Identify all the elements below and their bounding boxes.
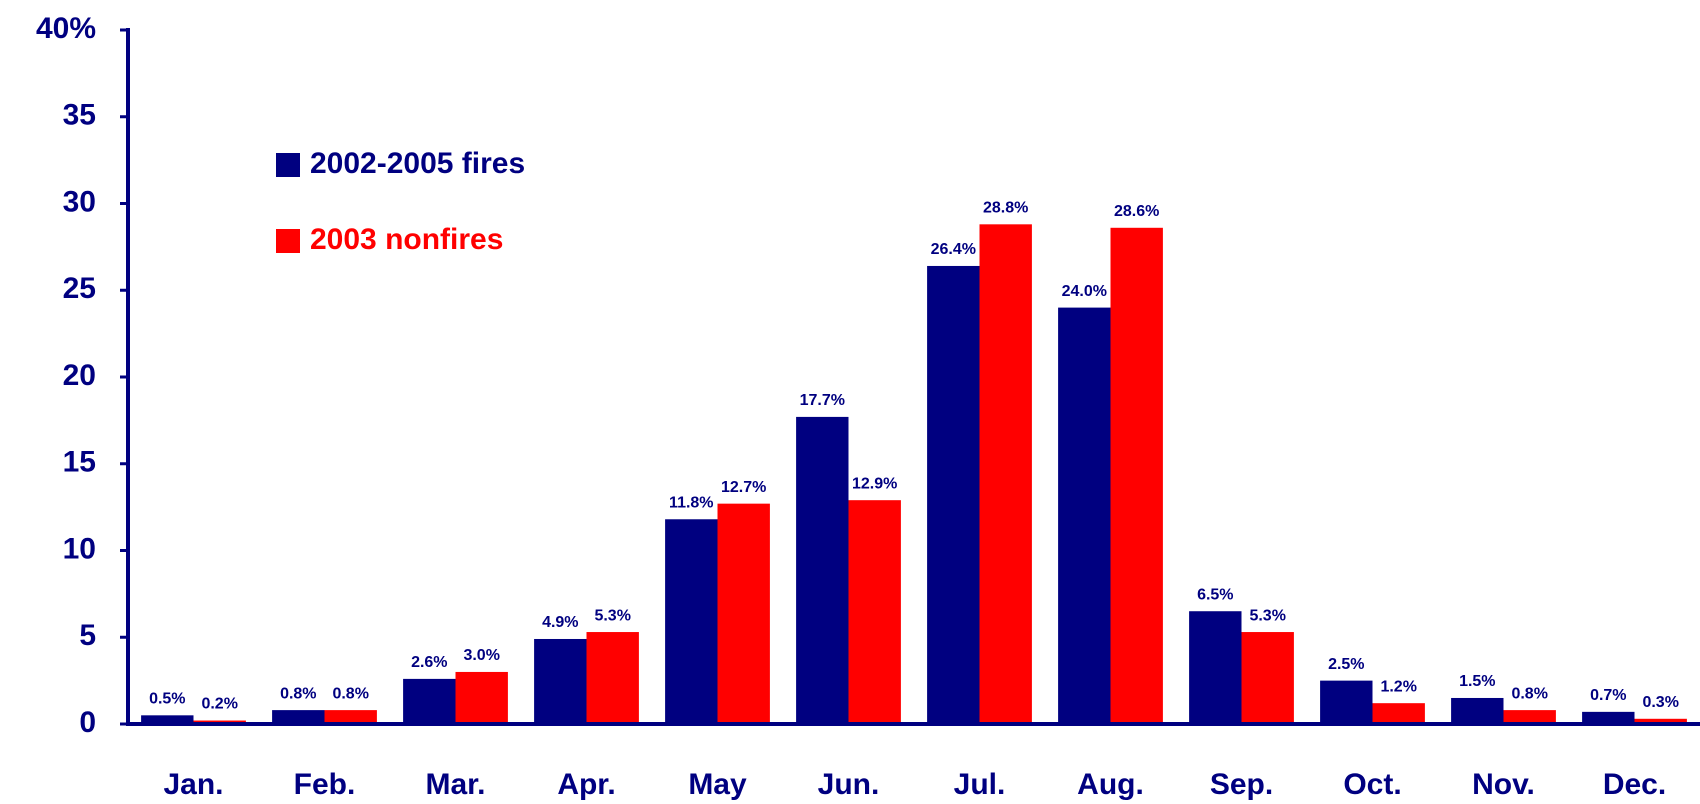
bar: [927, 265, 980, 724]
bar: [1582, 711, 1635, 724]
x-tick-label: Jul.: [954, 768, 1006, 801]
value-label: 28.8%: [983, 200, 1028, 217]
value-label: 11.8%: [669, 494, 713, 511]
bar: [1372, 703, 1425, 724]
y-tick-label: 5: [79, 619, 96, 652]
value-label: 6.5%: [1197, 586, 1233, 603]
bar: [1110, 227, 1163, 725]
value-label: 0.8%: [332, 685, 368, 702]
bar: [1451, 697, 1504, 724]
bar: [272, 710, 325, 724]
bar: [1503, 710, 1556, 724]
value-label: 0.5%: [149, 691, 185, 708]
bar: [796, 416, 849, 724]
bar: [1241, 632, 1294, 724]
y-tick-label: 30: [63, 185, 96, 218]
bar: [665, 519, 718, 724]
x-tick-label: Jan.: [163, 768, 223, 801]
value-label: 0.2%: [201, 696, 237, 713]
bar: [848, 500, 901, 724]
legend-swatch: [276, 153, 300, 177]
x-tick-label: Oct.: [1343, 768, 1401, 801]
bar: [455, 671, 508, 724]
value-label: 5.3%: [1249, 607, 1285, 624]
x-tick-label: Dec.: [1603, 768, 1666, 801]
bar: [979, 224, 1032, 724]
bar: [586, 632, 639, 724]
y-tick-label: 20: [63, 359, 96, 392]
value-label: 17.7%: [800, 392, 845, 409]
value-label: 1.5%: [1459, 673, 1495, 690]
value-label: 0.8%: [280, 685, 316, 702]
value-label: 12.9%: [852, 475, 897, 492]
y-tick-label: 35: [63, 99, 96, 132]
value-label: 5.3%: [594, 607, 630, 624]
x-tick-label: Mar.: [425, 768, 485, 801]
value-label: 2.6%: [411, 654, 447, 671]
x-tick-label: Feb.: [294, 768, 356, 801]
bar: [1320, 680, 1373, 724]
value-label: 4.9%: [542, 614, 578, 631]
y-tick-label: 0: [79, 706, 96, 739]
value-label: 28.6%: [1114, 203, 1159, 220]
y-tick-label: 40%: [36, 12, 96, 45]
bar: [534, 638, 587, 724]
legend-swatch: [276, 229, 300, 253]
value-label: 0.7%: [1590, 687, 1626, 704]
bar: [141, 715, 194, 724]
bar: [324, 710, 377, 724]
value-label: 2.5%: [1328, 656, 1364, 673]
value-label: 12.7%: [721, 479, 766, 496]
bar: [403, 678, 456, 724]
value-label: 0.3%: [1642, 694, 1678, 711]
x-tick-label: May: [688, 768, 747, 801]
value-label: 3.0%: [463, 647, 499, 664]
legend-label: 2003 nonfires: [310, 223, 503, 256]
legend-label: 2002-2005 fires: [310, 147, 525, 180]
x-tick-label: Aug.: [1077, 768, 1144, 801]
value-label: 24.0%: [1062, 283, 1107, 300]
x-tick-label: Apr.: [557, 768, 615, 801]
bar: [717, 503, 770, 724]
x-tick-label: Nov.: [1472, 768, 1535, 801]
y-tick-label: 15: [63, 446, 96, 479]
y-tick-label: 10: [63, 532, 96, 565]
bar: [1189, 611, 1242, 724]
bar: [1058, 307, 1111, 724]
value-label: 0.8%: [1511, 685, 1547, 702]
x-tick-label: Jun.: [818, 768, 880, 801]
x-tick-label: Sep.: [1210, 768, 1273, 801]
bar: [1634, 718, 1687, 724]
value-label: 1.2%: [1380, 678, 1416, 695]
value-label: 26.4%: [931, 241, 976, 258]
y-tick-label: 25: [63, 272, 96, 305]
